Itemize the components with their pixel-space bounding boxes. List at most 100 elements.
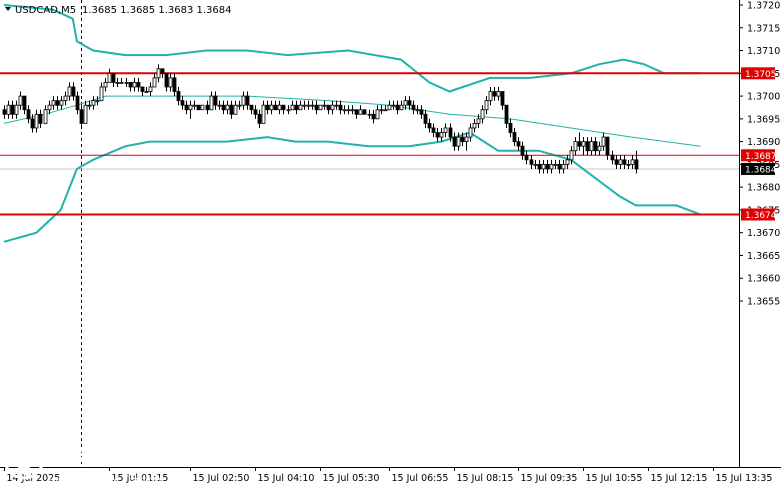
candle-body-down (520, 145, 525, 156)
candle (411, 100, 416, 115)
candle (249, 104, 254, 115)
candle (419, 105, 424, 119)
candle-body-down (524, 154, 529, 161)
candle-body-up (561, 163, 566, 170)
candle-body-down (622, 159, 627, 165)
candle-body-up (472, 123, 477, 129)
candle-body-down (614, 159, 619, 165)
candle-body-up (342, 109, 347, 112)
candle-body-up (310, 104, 315, 107)
candle-body-up (367, 113, 372, 116)
candle (504, 104, 509, 128)
collapse-triangle-icon[interactable] (5, 7, 11, 11)
candle-body-up (233, 104, 238, 115)
candle (14, 100, 19, 119)
candle-body-up (565, 159, 570, 165)
candle (257, 109, 262, 128)
candle-body-down (128, 82, 133, 88)
candle-body-up (290, 104, 295, 111)
candle-body-up (379, 109, 384, 112)
candle-body-up (192, 104, 197, 107)
candle-body-up (200, 104, 205, 111)
candle-body-up (488, 91, 493, 102)
time-tick-label: 15 Jul 01:15 (112, 473, 169, 484)
candle (585, 137, 590, 156)
candle (593, 137, 598, 156)
time-tick-label: 15 Jul 05:30 (323, 473, 380, 484)
level-badge-2-box (741, 208, 775, 221)
candle-body-down (395, 104, 400, 111)
horizontal-levels[interactable] (0, 72, 739, 216)
candle-body-down (79, 109, 84, 124)
candle (330, 100, 335, 115)
candle (156, 64, 161, 83)
candle-body-up (115, 82, 120, 84)
candle (488, 86, 493, 106)
candle (614, 155, 619, 169)
candle-body-down (492, 91, 497, 97)
candle-body-down (585, 141, 590, 152)
candle (448, 123, 453, 142)
candle (205, 100, 210, 115)
price-tick-label: 1.3720 (747, 1, 780, 12)
candle (290, 100, 295, 111)
candle (55, 96, 60, 110)
candle (2, 105, 7, 119)
candle (34, 109, 39, 133)
candle (184, 100, 189, 115)
candle-body-down (407, 100, 412, 106)
candle-body-up (415, 109, 420, 112)
price-tick-label: 1.3695 (747, 114, 780, 125)
candle (318, 104, 323, 111)
candle-body-down (196, 104, 201, 111)
candle-body-down (229, 104, 234, 115)
candle-body-down (516, 141, 521, 147)
candle (111, 72, 116, 87)
candle-body-up (403, 100, 408, 106)
candle-body-up (148, 86, 153, 92)
candle (176, 86, 181, 106)
candle (30, 114, 35, 133)
time-tick-label: 15 Jul 08:15 (457, 473, 514, 484)
candle (350, 105, 355, 115)
price-tick-label: 1.3690 (747, 137, 780, 148)
bollinger-upper (3, 4, 701, 93)
candle (168, 73, 173, 92)
candle-body-up (188, 104, 193, 111)
current-price-badge-label: 1.3684 (745, 165, 777, 175)
candle (79, 105, 84, 128)
candle (460, 132, 465, 147)
candle-body-up (14, 104, 19, 115)
axes (0, 0, 781, 468)
candle-body-up (553, 163, 558, 166)
candle (605, 136, 610, 160)
candle-body-up (63, 95, 68, 102)
candle-body-down (371, 113, 376, 120)
candle (610, 150, 615, 165)
candle (597, 141, 602, 156)
candle (452, 132, 457, 151)
chart-symbol: USDCAD,M5 (15, 5, 76, 16)
candle-body-up (168, 77, 173, 88)
candle (95, 96, 100, 106)
candle (342, 105, 347, 115)
candle (346, 105, 351, 115)
candle (132, 77, 137, 92)
candle (626, 159, 631, 169)
candle (75, 91, 80, 115)
candle (281, 104, 286, 115)
candle-body-up (225, 104, 230, 111)
candle-body-down (529, 159, 534, 165)
candle-body-down (213, 95, 218, 106)
candle-body-down (273, 104, 278, 111)
candle (87, 100, 92, 110)
candle-body-up (107, 72, 112, 83)
candle (310, 100, 315, 110)
candle (148, 82, 153, 97)
candle-body-down (512, 132, 517, 143)
price-tick-label: 1.3670 (747, 228, 780, 239)
candle-body-down (205, 104, 210, 111)
candle (577, 132, 582, 151)
